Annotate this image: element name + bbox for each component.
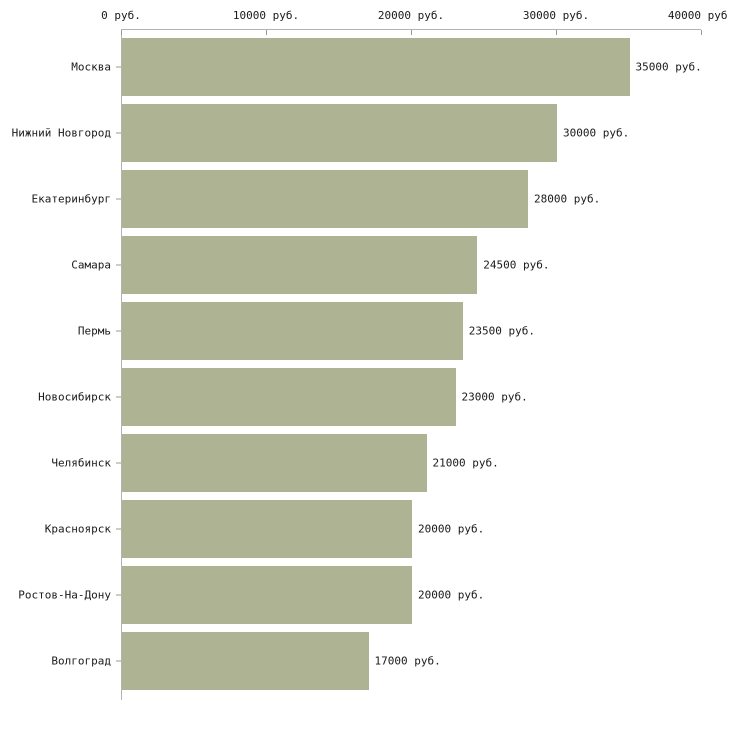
- bar[interactable]: [122, 302, 463, 360]
- bar-value-label: 23500 руб.: [468, 324, 535, 338]
- bar[interactable]: [122, 566, 412, 624]
- y-axis-tick: [116, 264, 121, 266]
- x-axis-tick: [121, 30, 122, 35]
- x-axis-tick-label: 40000 руб.: [667, 9, 730, 22]
- bar[interactable]: [122, 38, 630, 96]
- category-label: Красноярск: [44, 522, 111, 536]
- x-axis-tick-label: 30000 руб.: [522, 9, 590, 22]
- bar-value-label: 20000 руб.: [418, 522, 485, 536]
- x-axis-tick-label: 10000 руб.: [232, 9, 300, 22]
- category-label: Пермь: [77, 324, 111, 338]
- y-axis-tick: [116, 132, 121, 134]
- x-axis-tick: [556, 30, 557, 35]
- category-label: Новосибирск: [38, 390, 111, 404]
- category-label: Ростов-На-Дону: [18, 588, 111, 602]
- bar-value-label: 24500 руб.: [483, 258, 550, 272]
- y-axis-tick: [116, 330, 121, 332]
- x-axis-tick: [411, 30, 412, 35]
- bar-value-label: 28000 руб.: [534, 192, 601, 206]
- x-axis-line: [121, 29, 701, 30]
- y-axis-tick: [116, 198, 121, 200]
- y-axis-tick: [116, 462, 121, 464]
- bar[interactable]: [122, 170, 528, 228]
- bar[interactable]: [122, 632, 369, 690]
- category-label: Нижний Новгород: [11, 126, 111, 140]
- bar[interactable]: [122, 104, 557, 162]
- category-label: Москва: [71, 60, 111, 74]
- bar-value-label: 35000 руб.: [635, 60, 702, 74]
- bar[interactable]: [122, 368, 456, 426]
- y-axis-tick: [116, 396, 121, 398]
- y-axis-line: [121, 29, 122, 700]
- bar-value-label: 23000 руб.: [461, 390, 528, 404]
- bar-value-label: 20000 руб.: [418, 588, 485, 602]
- x-axis-tick-label: 20000 руб.: [377, 9, 445, 22]
- x-axis-tick: [266, 30, 267, 35]
- y-axis-tick: [116, 594, 121, 596]
- y-axis-tick: [116, 660, 121, 662]
- y-axis-tick: [116, 66, 121, 68]
- x-axis-tick: [701, 30, 702, 35]
- bar-value-label: 17000 руб.: [374, 654, 441, 668]
- bar-value-label: 21000 руб.: [432, 456, 499, 470]
- bar[interactable]: [122, 434, 427, 492]
- category-label: Самара: [71, 258, 111, 272]
- category-label: Челябинск: [51, 456, 111, 470]
- bar[interactable]: [122, 500, 412, 558]
- category-label: Волгоград: [51, 654, 111, 668]
- bar-value-label: 30000 руб.: [563, 126, 630, 140]
- x-axis-tick-label: 0 руб.: [101, 9, 141, 22]
- y-axis-tick: [116, 528, 121, 530]
- bar[interactable]: [122, 236, 478, 294]
- category-label: Екатеринбург: [31, 192, 111, 206]
